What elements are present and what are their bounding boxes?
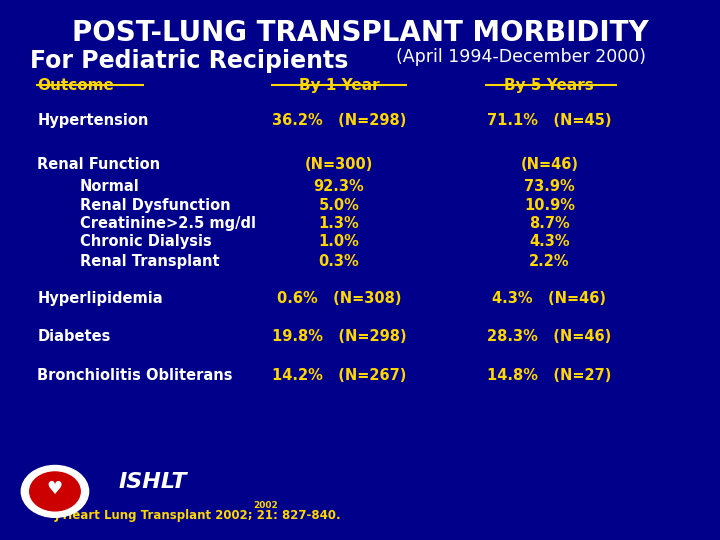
Text: 2.2%: 2.2% xyxy=(529,254,570,269)
Text: Hypertension: Hypertension xyxy=(37,113,149,129)
Circle shape xyxy=(22,465,89,517)
Text: 28.3%   (N=46): 28.3% (N=46) xyxy=(487,329,611,345)
Text: Renal Function: Renal Function xyxy=(37,157,161,172)
Text: 14.8%   (N=27): 14.8% (N=27) xyxy=(487,368,611,383)
Text: 1.3%: 1.3% xyxy=(318,216,359,231)
Text: ISHLT: ISHLT xyxy=(118,471,186,492)
Text: Creatinine>2.5 mg/dl: Creatinine>2.5 mg/dl xyxy=(79,216,256,231)
Text: By 1 Year: By 1 Year xyxy=(299,78,379,93)
Text: 92.3%: 92.3% xyxy=(314,179,364,194)
Text: (April 1994-December 2000): (April 1994-December 2000) xyxy=(384,48,646,65)
Text: Hyperlipidemia: Hyperlipidemia xyxy=(37,291,163,306)
Text: By 5 Years: By 5 Years xyxy=(505,78,594,93)
Text: POST-LUNG TRANSPLANT MORBIDITY: POST-LUNG TRANSPLANT MORBIDITY xyxy=(71,19,649,47)
Text: 14.2%   (N=267): 14.2% (N=267) xyxy=(271,368,406,383)
Text: 2002: 2002 xyxy=(253,501,278,510)
Text: Renal Dysfunction: Renal Dysfunction xyxy=(79,198,230,213)
Text: Outcome: Outcome xyxy=(37,78,114,93)
Text: (N=46): (N=46) xyxy=(521,157,578,172)
Text: 36.2%   (N=298): 36.2% (N=298) xyxy=(271,113,406,129)
Text: ♥: ♥ xyxy=(47,480,63,498)
Text: 19.8%   (N=298): 19.8% (N=298) xyxy=(271,329,406,345)
Text: 5.0%: 5.0% xyxy=(318,198,359,213)
Text: J Heart Lung Transplant 2002; 21: 827-840.: J Heart Lung Transplant 2002; 21: 827-84… xyxy=(55,509,341,522)
Text: 71.1%   (N=45): 71.1% (N=45) xyxy=(487,113,611,129)
Text: Diabetes: Diabetes xyxy=(37,329,111,345)
Text: Normal: Normal xyxy=(79,179,139,194)
Text: 73.9%: 73.9% xyxy=(524,179,575,194)
Text: (N=300): (N=300) xyxy=(305,157,373,172)
Text: 0.3%: 0.3% xyxy=(318,254,359,269)
Circle shape xyxy=(30,472,80,511)
Text: For Pediatric Recipients: For Pediatric Recipients xyxy=(30,49,348,72)
Text: 4.3%   (N=46): 4.3% (N=46) xyxy=(492,291,606,306)
Text: Chronic Dialysis: Chronic Dialysis xyxy=(79,234,211,249)
Text: 10.9%: 10.9% xyxy=(524,198,575,213)
Text: Bronchiolitis Obliterans: Bronchiolitis Obliterans xyxy=(37,368,233,383)
Text: Renal Transplant: Renal Transplant xyxy=(79,254,219,269)
Text: 4.3%: 4.3% xyxy=(529,234,570,249)
Text: 1.0%: 1.0% xyxy=(318,234,359,249)
Text: 8.7%: 8.7% xyxy=(529,216,570,231)
Text: 0.6%   (N=308): 0.6% (N=308) xyxy=(276,291,401,306)
